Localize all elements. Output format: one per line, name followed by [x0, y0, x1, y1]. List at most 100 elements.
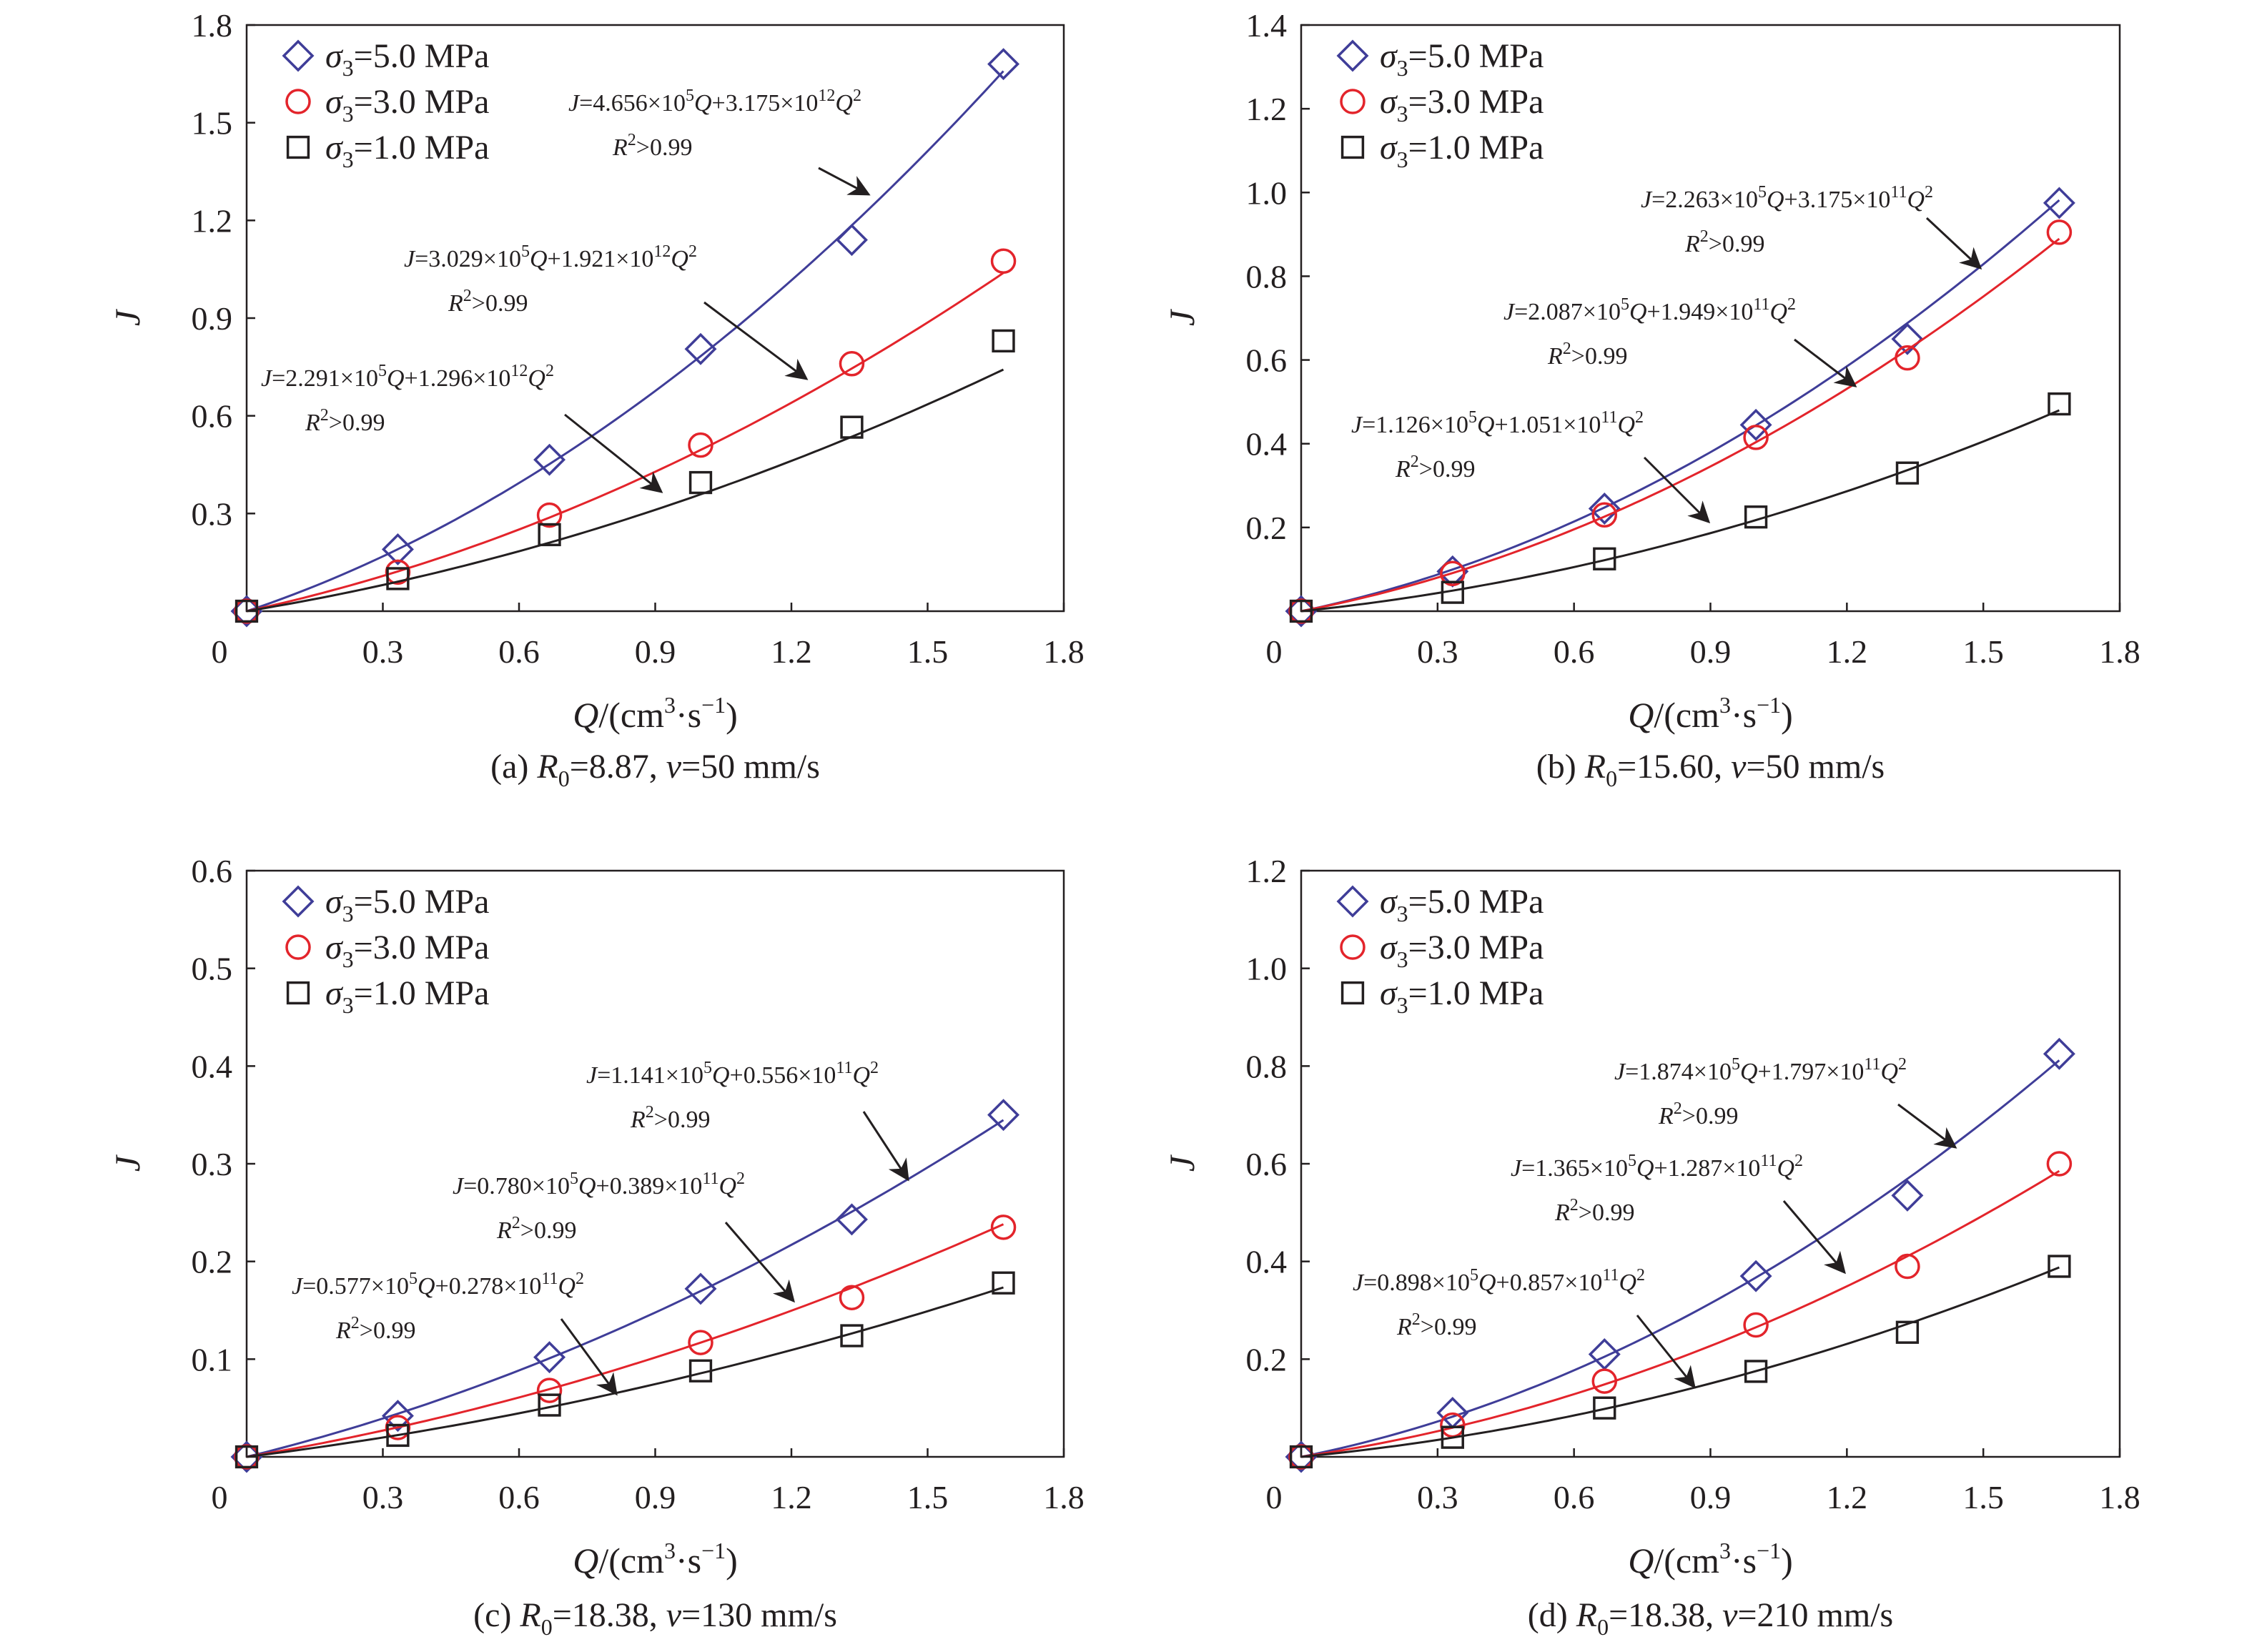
- x-tick-label: 0.9: [635, 1479, 676, 1515]
- chart-b: 0 0.3 0.6 0.9 1.2 1.5 1.8 0.2 0.4 0.6 0.8 1.0 1.2 1.4…: [1162, 7, 2140, 791]
- data-point-circle: [688, 1330, 713, 1355]
- annotation-arrow: [560, 1318, 618, 1396]
- data-point-square: [992, 329, 1015, 353]
- data-point-square: [2048, 1255, 2071, 1278]
- series-2: [1289, 1255, 2071, 1469]
- data-point-square: [386, 567, 410, 590]
- y-tick-label: 0.5: [192, 951, 233, 987]
- fit-equation: J=1.141×105Q+0.556×1011Q2: [586, 1059, 879, 1089]
- x-tick-label: 1.2: [771, 1479, 812, 1515]
- y-tick-label: 0.4: [1246, 1244, 1288, 1280]
- fit-equation: J=2.087×105Q+1.949×1011Q2: [1503, 295, 1796, 325]
- y-tick-label: 0.9: [192, 300, 233, 337]
- y-tick-label: 1.8: [192, 7, 233, 44]
- annotation-arrow: [1643, 456, 1711, 524]
- data-point-circle: [2046, 1151, 2073, 1177]
- legend-circle-marker: [285, 934, 311, 960]
- data-point-circle: [2046, 219, 2073, 245]
- fit-equation: J=2.263×105Q+3.175×1011Q2: [1641, 183, 1933, 213]
- y-tick-label: 1.0: [1246, 174, 1288, 211]
- x-tick-label: 1.8: [1043, 633, 1085, 670]
- data-point-square: [1895, 1320, 1920, 1344]
- data-point-circle: [839, 351, 865, 377]
- fit-equation: J=0.577×105Q+0.278×1011Q2: [292, 1270, 584, 1300]
- chart-c: 0 0.3 0.6 0.9 1.2 1.5 1.8 0.1 0.2 0.3 0.4 0.5 0.6 Q/(…: [107, 853, 1085, 1640]
- fit-curve: [246, 272, 1004, 613]
- x-tick-label: 0.9: [1690, 633, 1732, 670]
- legend-entry: σ3=3.0 MPa: [1340, 83, 1544, 127]
- series-2: [1289, 392, 2071, 623]
- y-tick-label: 1.0: [1246, 951, 1288, 987]
- data-point-square: [1895, 461, 1920, 485]
- fit-curve: [246, 368, 1004, 613]
- legend-entry: σ3=3.0 MPa: [285, 929, 489, 972]
- y-axis-label: J: [1162, 1154, 1202, 1172]
- y-tick-label: 0.4: [192, 1048, 233, 1084]
- legend-label: σ3=5.0 MPa: [1380, 37, 1544, 81]
- series-2: [234, 329, 1015, 623]
- y-tick-label: 0.6: [1246, 342, 1288, 379]
- x-tick-label: 1.8: [2099, 1479, 2140, 1515]
- data-point-diamond: [1739, 1260, 1772, 1292]
- data-point-diamond: [1588, 1338, 1621, 1370]
- data-point-circle: [990, 1215, 1017, 1240]
- r-squared-label: R2>0.99: [448, 287, 528, 317]
- data-point-diamond: [1739, 408, 1772, 441]
- data-point-square: [1744, 505, 1768, 529]
- legend-label: σ3=3.0 MPa: [1380, 929, 1544, 972]
- r-squared-label: R2>0.99: [1396, 1310, 1476, 1340]
- legend-entry: σ3=1.0 MPa: [1340, 129, 1544, 172]
- r-squared-label: R2>0.99: [1395, 452, 1475, 483]
- legend-entry: σ3=1.0 MPa: [286, 129, 489, 172]
- data-point-diamond: [533, 443, 566, 476]
- x-tick-label: 1.5: [1962, 1479, 2004, 1515]
- data-point-circle: [1591, 502, 1618, 528]
- data-point-square: [688, 470, 713, 495]
- legend-label: σ3=1.0 MPa: [325, 129, 489, 172]
- series-1: [1288, 1151, 2073, 1470]
- y-tick-label: 1.2: [1246, 853, 1288, 889]
- data-point-diamond: [381, 1400, 414, 1433]
- fit-curve: [1300, 199, 2060, 613]
- data-point-diamond: [835, 1203, 868, 1236]
- data-point-diamond: [1891, 322, 1924, 355]
- r-squared-label: R2>0.99: [1684, 227, 1764, 257]
- legend-entry: σ3=5.0 MPa: [282, 37, 489, 81]
- legend-diamond-marker: [282, 39, 315, 72]
- x-tick-label: 1.5: [907, 1479, 949, 1515]
- fit-curve: [246, 1223, 1004, 1458]
- y-tick-label: 0.3: [192, 495, 233, 532]
- data-point-diamond: [1588, 493, 1621, 525]
- data-point-circle: [1743, 1312, 1769, 1338]
- legend-square-marker: [286, 981, 310, 1005]
- x-tick-label: 0.9: [635, 633, 676, 670]
- fit-curve: [1300, 1266, 2060, 1458]
- data-point-square: [688, 1359, 713, 1383]
- fit-curve: [246, 70, 1004, 613]
- legend-label: σ3=1.0 MPa: [1380, 974, 1544, 1018]
- data-point-square: [1441, 1425, 1464, 1449]
- y-tick-label: 0.2: [1246, 1341, 1288, 1378]
- fit-equation: J=0.898×105Q+0.857×1011Q2: [1353, 1266, 1645, 1296]
- legend-label: σ3=1.0 MPa: [325, 974, 489, 1018]
- y-tick-label: 0.2: [1246, 510, 1288, 546]
- annotation-arrow: [818, 167, 871, 196]
- fit-curve: [1300, 237, 2060, 613]
- data-point-diamond: [987, 1099, 1020, 1132]
- data-point-diamond: [684, 332, 717, 365]
- x-tick-label: 0.6: [1554, 633, 1595, 670]
- fit-equation: J=3.029×105Q+1.921×1012Q2: [404, 242, 697, 272]
- chart-caption: (d) R0=18.38, v=210 mm/s: [1528, 1596, 1893, 1640]
- y-tick-label: 1.5: [192, 105, 233, 142]
- series-1: [234, 1215, 1017, 1470]
- data-point-square: [1441, 580, 1464, 604]
- data-point-circle: [536, 502, 563, 528]
- legend-diamond-marker: [1336, 885, 1369, 918]
- r-squared-label: R2>0.99: [630, 1103, 710, 1133]
- legend-circle-marker: [1340, 934, 1365, 960]
- x-tick-label: 0.3: [1417, 1479, 1458, 1515]
- legend-label: σ3=5.0 MPa: [325, 883, 489, 926]
- legend-entry: σ3=3.0 MPa: [285, 83, 489, 127]
- chart-a: 0 0.3 0.6 0.9 1.2 1.5 1.8 0.3 0.6 0.9 1.2 1.5 1.8 Q/(…: [107, 7, 1085, 791]
